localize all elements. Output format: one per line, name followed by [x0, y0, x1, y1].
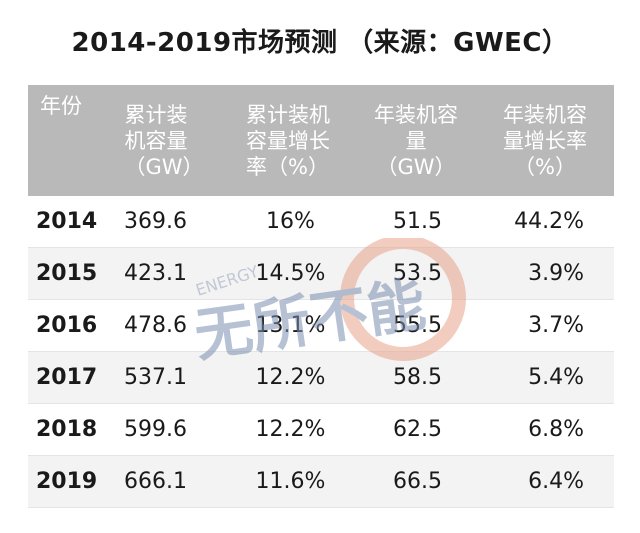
cell-cumulative-gw: 423.1 [108, 247, 220, 300]
cell-cumulative-growth: 14.5% [220, 247, 356, 300]
header-line: 容量增长 [246, 128, 330, 153]
cell-annual-growth: 5.4% [476, 351, 614, 404]
header-annual-growth: 年装机容 量增长率 （%） [476, 85, 614, 196]
cell-annual-gw: 58.5 [356, 351, 476, 404]
header-line: （%） [514, 154, 576, 179]
header-year-label: 年份 [40, 94, 82, 118]
cell-annual-growth: 6.8% [476, 403, 614, 456]
header-line: （GW） [124, 154, 204, 179]
cell-year: 2015 [28, 247, 108, 300]
header-line: 量 [405, 128, 427, 153]
cell-annual-gw: 51.5 [356, 196, 476, 248]
header-line: 机容量 [124, 128, 188, 153]
cell-annual-growth: 3.9% [476, 247, 614, 300]
cell-cumulative-growth: 11.6% [220, 455, 356, 508]
table-header-row: 年份 累计装 机容量 （GW） 累计装机 容量增长 率（%） 年装机容 [28, 85, 614, 196]
header-line: 累计装 [124, 102, 188, 127]
table-row: 2015 423.1 14.5% 53.5 3.9% [28, 247, 614, 300]
table-row: 2017 537.1 12.2% 58.5 5.4% [28, 351, 614, 404]
cell-year: 2014 [28, 196, 108, 248]
header-cumulative-growth: 累计装机 容量增长 率（%） [220, 85, 356, 196]
cell-cumulative-growth: 12.2% [220, 403, 356, 456]
table-row: 2014 369.6 16% 51.5 44.2% [28, 196, 614, 248]
header-line: 量增长率 [503, 128, 587, 153]
cell-year: 2016 [28, 299, 108, 352]
header-line: 年装机容 [503, 102, 587, 127]
table-row: 2019 666.1 11.6% 66.5 6.4% [28, 455, 614, 508]
header-annual-capacity: 年装机容 量 （GW） [356, 85, 476, 196]
cell-cumulative-growth: 13.1% [220, 299, 356, 352]
header-cumulative-capacity: 累计装 机容量 （GW） [108, 85, 220, 196]
cell-cumulative-gw: 537.1 [108, 351, 220, 404]
table-title: 2014-2019市场预测 （来源：GWEC） [71, 28, 569, 58]
table-row: 2016 478.6 13.1% 55.5 3.7% [28, 299, 614, 352]
cell-annual-gw: 66.5 [356, 455, 476, 508]
cell-annual-gw: 55.5 [356, 299, 476, 352]
header-line: （GW） [376, 154, 456, 179]
table-row: 2018 599.6 12.2% 62.5 6.8% [28, 403, 614, 456]
cell-cumulative-growth: 16% [220, 196, 356, 248]
cell-annual-growth: 44.2% [476, 196, 614, 248]
cell-annual-growth: 6.4% [476, 455, 614, 508]
cell-cumulative-gw: 478.6 [108, 299, 220, 352]
cell-cumulative-growth: 12.2% [220, 351, 356, 404]
cell-year: 2017 [28, 351, 108, 404]
header-line: 年装机容 [374, 102, 458, 127]
header-line: 累计装机 [246, 102, 330, 127]
forecast-table: 年份 累计装 机容量 （GW） 累计装机 容量增长 率（%） 年装机容 [28, 85, 614, 508]
cell-annual-gw: 62.5 [356, 403, 476, 456]
cell-year: 2019 [28, 455, 108, 508]
cell-annual-gw: 53.5 [356, 247, 476, 300]
header-year: 年份 [28, 85, 108, 196]
cell-annual-growth: 3.7% [476, 299, 614, 352]
cell-cumulative-gw: 369.6 [108, 196, 220, 248]
cell-cumulative-gw: 599.6 [108, 403, 220, 456]
header-line: 率（%） [246, 154, 329, 179]
cell-cumulative-gw: 666.1 [108, 455, 220, 508]
cell-year: 2018 [28, 403, 108, 456]
